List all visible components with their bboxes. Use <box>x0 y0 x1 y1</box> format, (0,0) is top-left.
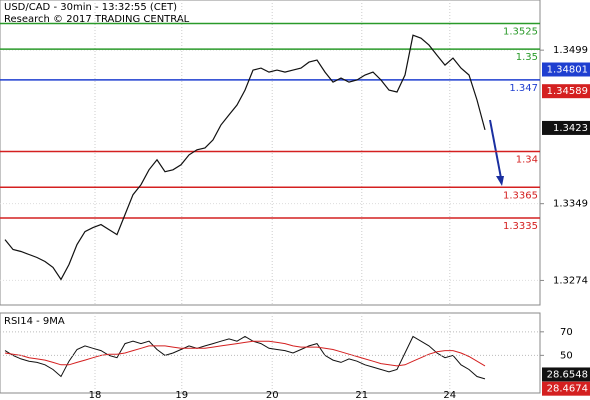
price-tag-label: 1.34801 <box>547 64 588 75</box>
price-tag-label: 28.4674 <box>547 384 588 395</box>
y-tick-label: 1.3274 <box>553 275 588 286</box>
price-tag-label: 28.6548 <box>547 369 588 380</box>
price-tag <box>542 367 590 382</box>
x-tick-label: 20 <box>266 390 279 400</box>
forecast-arrow <box>489 119 502 179</box>
chart-subtitle: Research © 2017 TRADING CENTRAL <box>4 14 190 25</box>
price-tag <box>542 381 590 396</box>
x-tick-label: 18 <box>89 390 102 400</box>
level-label: 1.3365 <box>503 190 538 201</box>
arrow-head <box>496 176 504 186</box>
level-label: 1.3335 <box>503 221 538 232</box>
level-label: 1.35 <box>516 52 538 63</box>
price-tag-label: 1.3423 <box>553 123 588 134</box>
chart-title: USD/CAD - 30min - 13:32:55 (CET) <box>4 2 177 13</box>
price-tag-label: 1.34589 <box>547 86 588 97</box>
y-tick-label: 1.3349 <box>553 199 588 210</box>
rsi-panel <box>0 312 541 394</box>
price-tag <box>542 84 590 99</box>
price-tag <box>542 120 590 135</box>
rsi-line <box>4 335 486 380</box>
x-tick-label: 19 <box>175 390 188 400</box>
price-line <box>4 34 486 281</box>
y-tick-label: 50 <box>560 350 573 361</box>
level-label: 1.3525 <box>503 27 538 38</box>
price-tag <box>542 62 590 77</box>
x-tick-label: 21 <box>355 390 368 400</box>
price-panel <box>0 0 541 306</box>
rsi-title: RSI14 - 9MA <box>4 316 65 327</box>
level-label: 1.347 <box>509 83 538 94</box>
rsi-line <box>4 340 486 367</box>
x-tick-label: 24 <box>443 390 456 400</box>
level-label: 1.34 <box>516 154 538 165</box>
y-tick-label: 1.3499 <box>553 45 588 56</box>
y-tick-label: 70 <box>560 327 573 338</box>
